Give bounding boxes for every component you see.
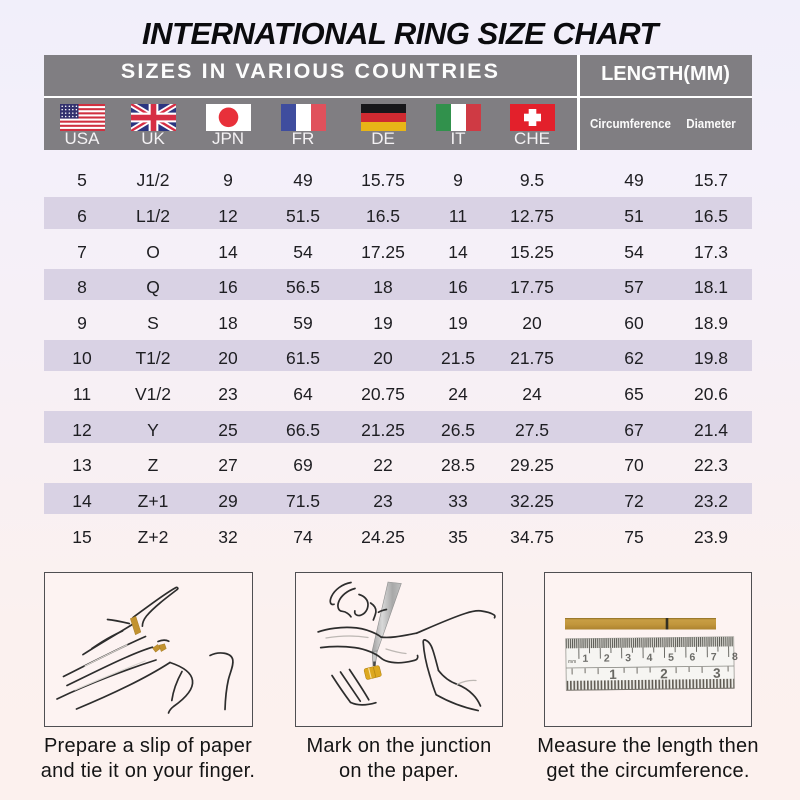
- svg-text:8: 8: [731, 650, 737, 662]
- svg-text:2: 2: [660, 666, 668, 681]
- svg-text:2: 2: [603, 652, 609, 664]
- svg-text:4: 4: [646, 651, 652, 663]
- svg-text:1: 1: [609, 666, 617, 681]
- svg-text:3: 3: [625, 652, 631, 664]
- svg-text:7: 7: [710, 651, 716, 663]
- svg-text:5: 5: [667, 651, 673, 663]
- svg-text:6: 6: [689, 651, 695, 663]
- svg-text:3: 3: [713, 665, 721, 680]
- svg-text:mm: mm: [567, 658, 575, 664]
- svg-text:1: 1: [582, 652, 588, 664]
